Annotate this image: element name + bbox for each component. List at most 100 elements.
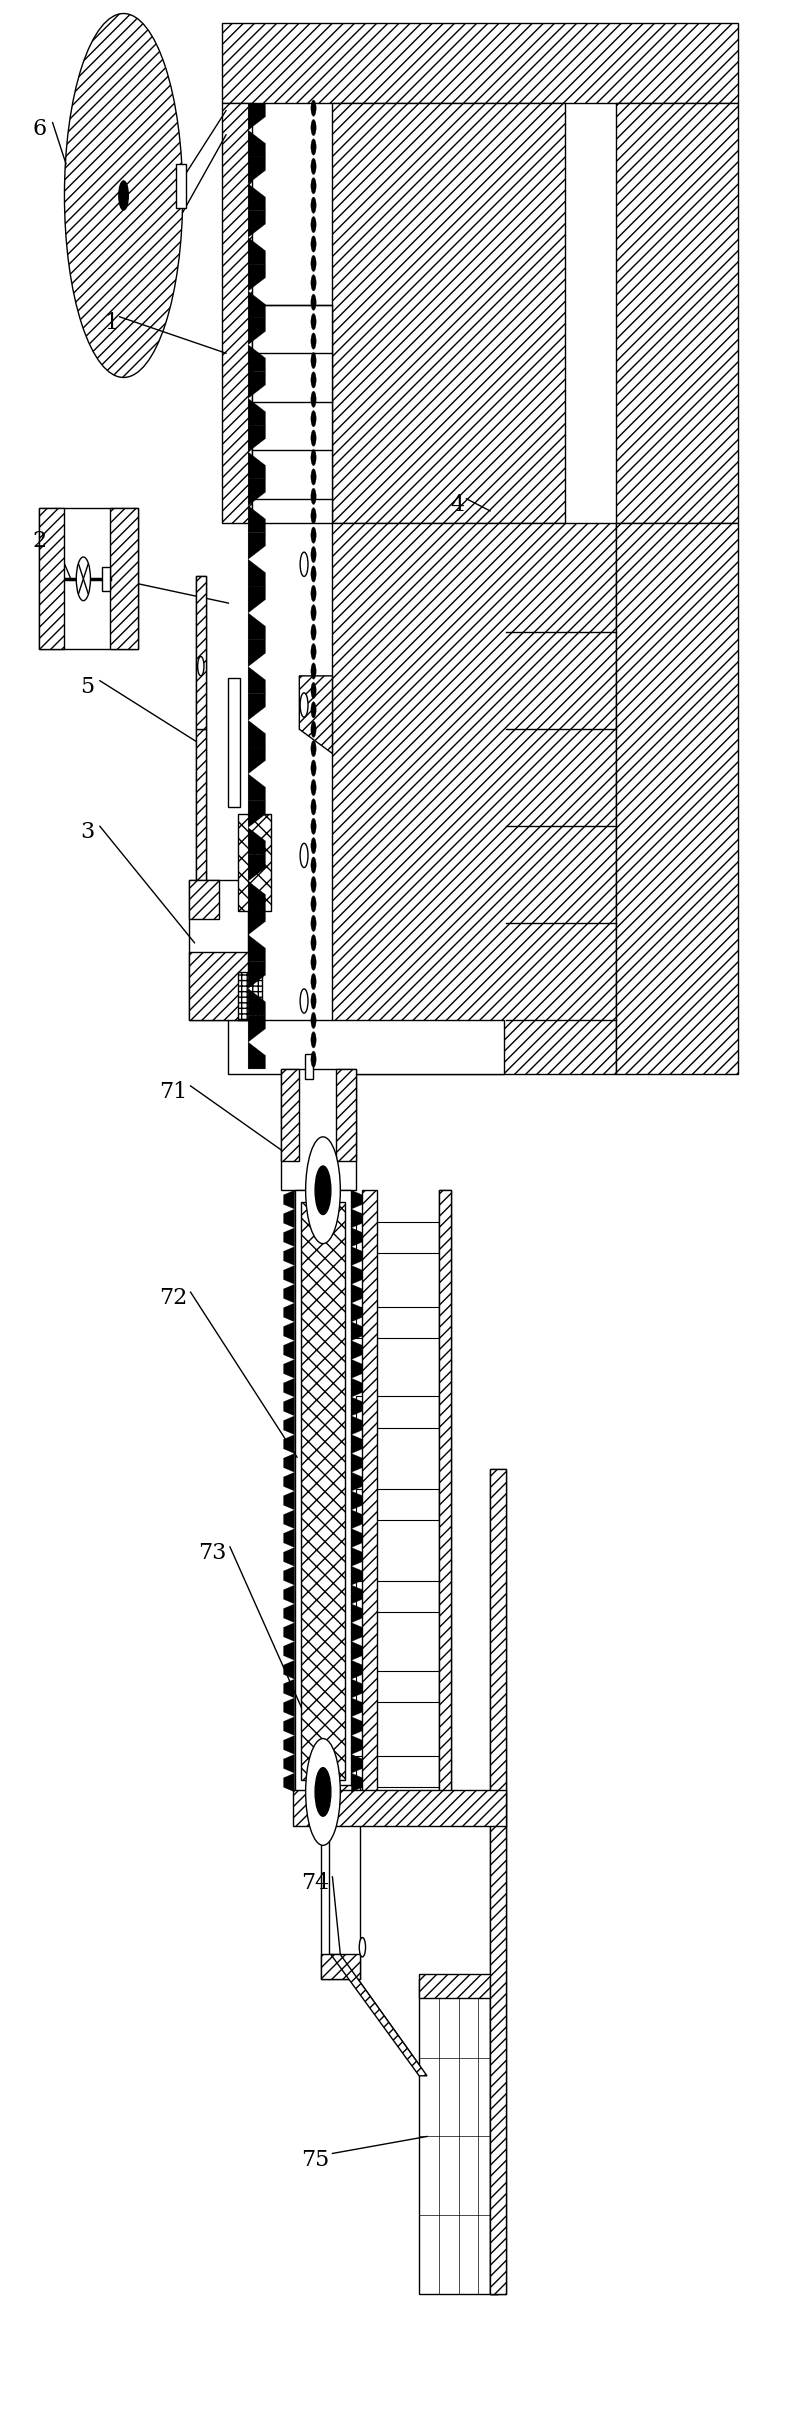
Polygon shape <box>283 1717 294 1737</box>
Circle shape <box>64 15 183 376</box>
Polygon shape <box>351 1302 362 1321</box>
Polygon shape <box>351 1511 362 1528</box>
Text: 71: 71 <box>159 1081 187 1103</box>
Polygon shape <box>294 1190 351 1793</box>
Text: 75: 75 <box>301 2150 329 2172</box>
Circle shape <box>311 896 316 913</box>
Polygon shape <box>283 1360 294 1377</box>
Polygon shape <box>248 158 266 185</box>
Circle shape <box>311 974 316 989</box>
Polygon shape <box>248 559 266 585</box>
Polygon shape <box>351 1491 362 1511</box>
Polygon shape <box>351 1586 362 1603</box>
Polygon shape <box>248 989 266 1015</box>
Polygon shape <box>356 1222 439 1253</box>
Circle shape <box>311 702 316 719</box>
Polygon shape <box>351 1547 362 1567</box>
Polygon shape <box>248 775 266 802</box>
Polygon shape <box>283 1642 294 1661</box>
Circle shape <box>315 1166 331 1214</box>
Polygon shape <box>351 1717 362 1737</box>
Polygon shape <box>356 1489 439 1521</box>
Polygon shape <box>40 508 138 649</box>
Circle shape <box>311 605 316 622</box>
Circle shape <box>311 508 316 525</box>
Circle shape <box>311 255 316 272</box>
Circle shape <box>311 857 316 874</box>
Polygon shape <box>248 908 266 935</box>
Polygon shape <box>248 639 266 666</box>
Polygon shape <box>490 1470 506 2293</box>
Polygon shape <box>439 1190 451 1797</box>
Polygon shape <box>362 1190 377 1793</box>
Circle shape <box>305 1137 340 1244</box>
Polygon shape <box>351 1246 362 1266</box>
Polygon shape <box>283 1491 294 1511</box>
Polygon shape <box>248 479 266 505</box>
Circle shape <box>311 352 316 369</box>
Polygon shape <box>248 828 266 855</box>
Circle shape <box>311 877 316 894</box>
Circle shape <box>311 294 316 311</box>
Polygon shape <box>351 1528 362 1547</box>
Polygon shape <box>490 1470 506 2293</box>
Circle shape <box>305 1739 340 1846</box>
Polygon shape <box>283 1698 294 1717</box>
Polygon shape <box>305 1054 312 1078</box>
Polygon shape <box>248 802 266 828</box>
Polygon shape <box>351 1377 362 1397</box>
Polygon shape <box>351 1453 362 1472</box>
Polygon shape <box>283 1341 294 1360</box>
Circle shape <box>311 819 316 836</box>
Circle shape <box>300 551 308 576</box>
Polygon shape <box>229 678 240 806</box>
Circle shape <box>311 197 316 214</box>
Polygon shape <box>102 566 110 590</box>
Polygon shape <box>189 879 219 918</box>
Polygon shape <box>490 1980 498 2293</box>
Polygon shape <box>351 1397 362 1416</box>
Circle shape <box>311 935 316 950</box>
Polygon shape <box>248 612 266 639</box>
Circle shape <box>311 624 316 641</box>
Polygon shape <box>248 265 266 291</box>
Text: 2: 2 <box>33 530 47 551</box>
Circle shape <box>311 138 316 155</box>
Circle shape <box>311 799 316 816</box>
Polygon shape <box>351 1567 362 1586</box>
Polygon shape <box>616 522 738 1074</box>
Circle shape <box>311 488 316 505</box>
Circle shape <box>311 274 316 291</box>
Circle shape <box>311 449 316 466</box>
Polygon shape <box>222 24 738 104</box>
Polygon shape <box>283 1528 294 1547</box>
Polygon shape <box>356 1756 439 1788</box>
Polygon shape <box>283 1567 294 1586</box>
Polygon shape <box>351 1436 362 1453</box>
Polygon shape <box>616 104 738 522</box>
Text: 72: 72 <box>159 1287 187 1309</box>
Polygon shape <box>356 1307 439 1338</box>
Polygon shape <box>351 1321 362 1341</box>
Polygon shape <box>248 532 266 559</box>
Polygon shape <box>301 1202 345 1780</box>
Circle shape <box>311 313 316 330</box>
Circle shape <box>311 683 316 700</box>
Polygon shape <box>336 1069 356 1161</box>
Polygon shape <box>351 1773 362 1793</box>
Polygon shape <box>283 1603 294 1623</box>
Polygon shape <box>248 211 266 238</box>
Polygon shape <box>332 522 616 1074</box>
Polygon shape <box>332 104 565 522</box>
Polygon shape <box>283 1190 294 1210</box>
Circle shape <box>311 760 316 777</box>
Polygon shape <box>282 1069 298 1161</box>
Circle shape <box>311 547 316 564</box>
Circle shape <box>311 333 316 350</box>
Circle shape <box>311 469 316 486</box>
Text: 3: 3 <box>80 821 94 843</box>
Circle shape <box>311 1013 316 1027</box>
Polygon shape <box>419 1980 498 2293</box>
Polygon shape <box>351 1266 362 1285</box>
Circle shape <box>311 100 316 117</box>
